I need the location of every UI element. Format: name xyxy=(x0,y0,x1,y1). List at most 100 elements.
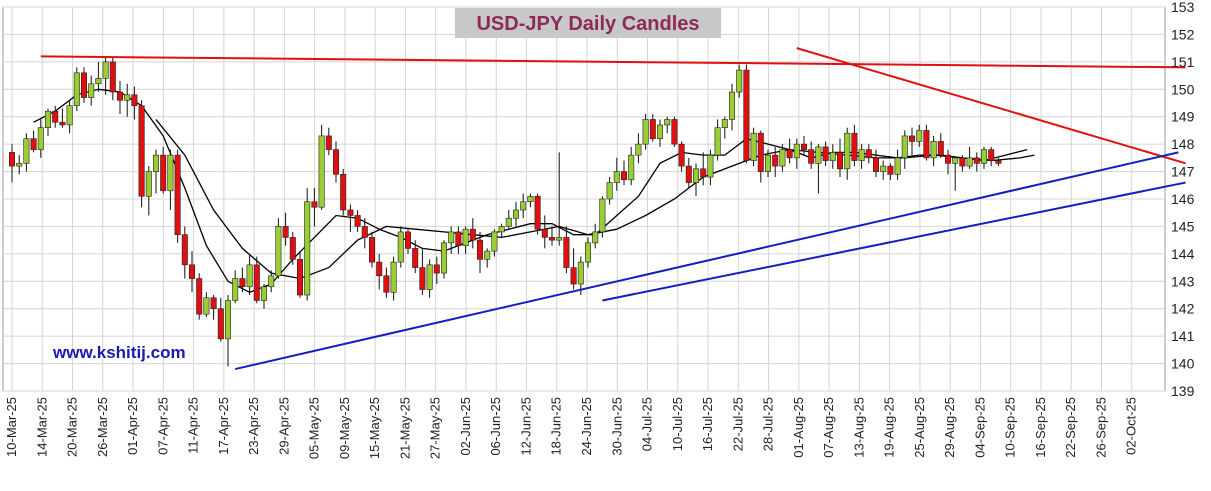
x-tick-label: 05-May-25 xyxy=(307,397,322,459)
candle xyxy=(916,124,923,147)
x-tick-label: 24-Jun-25 xyxy=(579,397,594,456)
candle xyxy=(397,226,404,268)
watermark-text: www.kshitij.com xyxy=(52,343,186,362)
candle-body-down xyxy=(196,278,203,315)
trendline-layer xyxy=(40,47,1186,371)
candle xyxy=(743,64,750,164)
candle-body-up xyxy=(858,149,865,161)
candle xyxy=(30,130,37,153)
candle-body-up xyxy=(448,231,455,244)
candle xyxy=(887,163,894,180)
candle-body-up xyxy=(498,226,505,233)
candle xyxy=(505,209,512,230)
candle-body-up xyxy=(145,171,152,197)
x-axis-labels: 10-Mar-25 14-Mar-25 20-Mar-25 26-Mar-25 01-A… xyxy=(4,397,1139,459)
candle xyxy=(707,149,714,186)
candle-body-down xyxy=(117,91,124,101)
candle-body-up xyxy=(23,138,30,164)
candle-body-down xyxy=(433,264,440,274)
y-tick-label: 147 xyxy=(1171,164,1195,180)
candle xyxy=(556,152,563,246)
candle-body-down xyxy=(476,239,483,260)
candle xyxy=(268,270,275,293)
candle-body-up xyxy=(167,154,174,192)
y-tick-label: 144 xyxy=(1171,246,1195,262)
x-tick-label: 23-Apr-25 xyxy=(246,397,261,455)
x-tick-label: 04-Sep-25 xyxy=(972,397,987,458)
candle-body-down xyxy=(282,226,289,238)
candle xyxy=(541,215,548,249)
candle xyxy=(153,149,160,194)
candle-body-up xyxy=(232,278,239,301)
candle xyxy=(88,75,95,106)
candle xyxy=(412,240,419,274)
candle xyxy=(520,193,527,219)
candle xyxy=(66,100,73,134)
candle-body-up xyxy=(714,127,721,156)
candle xyxy=(462,226,469,254)
candle xyxy=(376,253,383,290)
candle-body-up xyxy=(966,157,973,167)
candle xyxy=(160,146,167,194)
candle-body-down xyxy=(332,149,339,175)
y-tick-label: 148 xyxy=(1171,136,1195,152)
x-tick-label: 07-Aug-25 xyxy=(821,397,836,458)
candle-body-down xyxy=(138,105,145,197)
candle-body-up xyxy=(901,135,908,159)
candle xyxy=(973,152,980,172)
candle xyxy=(563,226,570,274)
candle-body-down xyxy=(455,231,462,246)
y-tick-label: 140 xyxy=(1171,356,1195,372)
candle-body-up xyxy=(707,154,714,178)
candle-body-down xyxy=(174,154,181,235)
candle xyxy=(901,130,908,169)
x-tick-label: 10-Jul-25 xyxy=(670,397,685,451)
candle-body-down xyxy=(678,143,685,167)
candle-body-up xyxy=(225,300,232,340)
candle-body-up xyxy=(584,242,591,263)
candle-body-down xyxy=(131,94,138,107)
candle-body-up xyxy=(37,127,44,150)
candle xyxy=(736,64,743,98)
candle-body-up xyxy=(527,195,534,203)
candle xyxy=(476,231,483,274)
candle xyxy=(440,240,447,279)
candle xyxy=(714,119,721,161)
candle xyxy=(275,218,282,279)
candle xyxy=(390,256,397,301)
y-tick-label: 150 xyxy=(1171,81,1195,97)
candle xyxy=(851,124,858,167)
candle-body-up xyxy=(592,231,599,244)
candle-body-down xyxy=(757,132,764,172)
x-tick-label: 17-Apr-25 xyxy=(216,397,231,455)
candle xyxy=(952,157,959,191)
candle-body-up xyxy=(930,141,937,159)
candle xyxy=(448,226,455,254)
candle xyxy=(246,253,253,295)
candle-body-up xyxy=(764,154,771,172)
candle xyxy=(656,119,663,147)
candle xyxy=(9,144,16,183)
candle xyxy=(613,157,620,191)
candle xyxy=(700,152,707,186)
candle xyxy=(786,138,793,164)
candle xyxy=(138,100,145,208)
candle xyxy=(484,248,491,268)
candle xyxy=(318,124,325,210)
candle-body-down xyxy=(620,171,627,181)
candle-body-down xyxy=(253,264,260,301)
candle-body-up xyxy=(268,275,275,288)
candle xyxy=(23,133,30,172)
candle-body-up xyxy=(728,91,735,120)
candle-body-down xyxy=(325,135,332,150)
candle xyxy=(822,141,829,167)
candle-body-down xyxy=(289,237,296,260)
candle xyxy=(52,105,59,128)
candle-body-down xyxy=(347,209,354,216)
candle xyxy=(527,193,534,208)
candle-body-down xyxy=(887,165,894,175)
candle-body-up xyxy=(491,231,498,252)
candle xyxy=(433,256,440,285)
candle-body-down xyxy=(822,146,829,161)
